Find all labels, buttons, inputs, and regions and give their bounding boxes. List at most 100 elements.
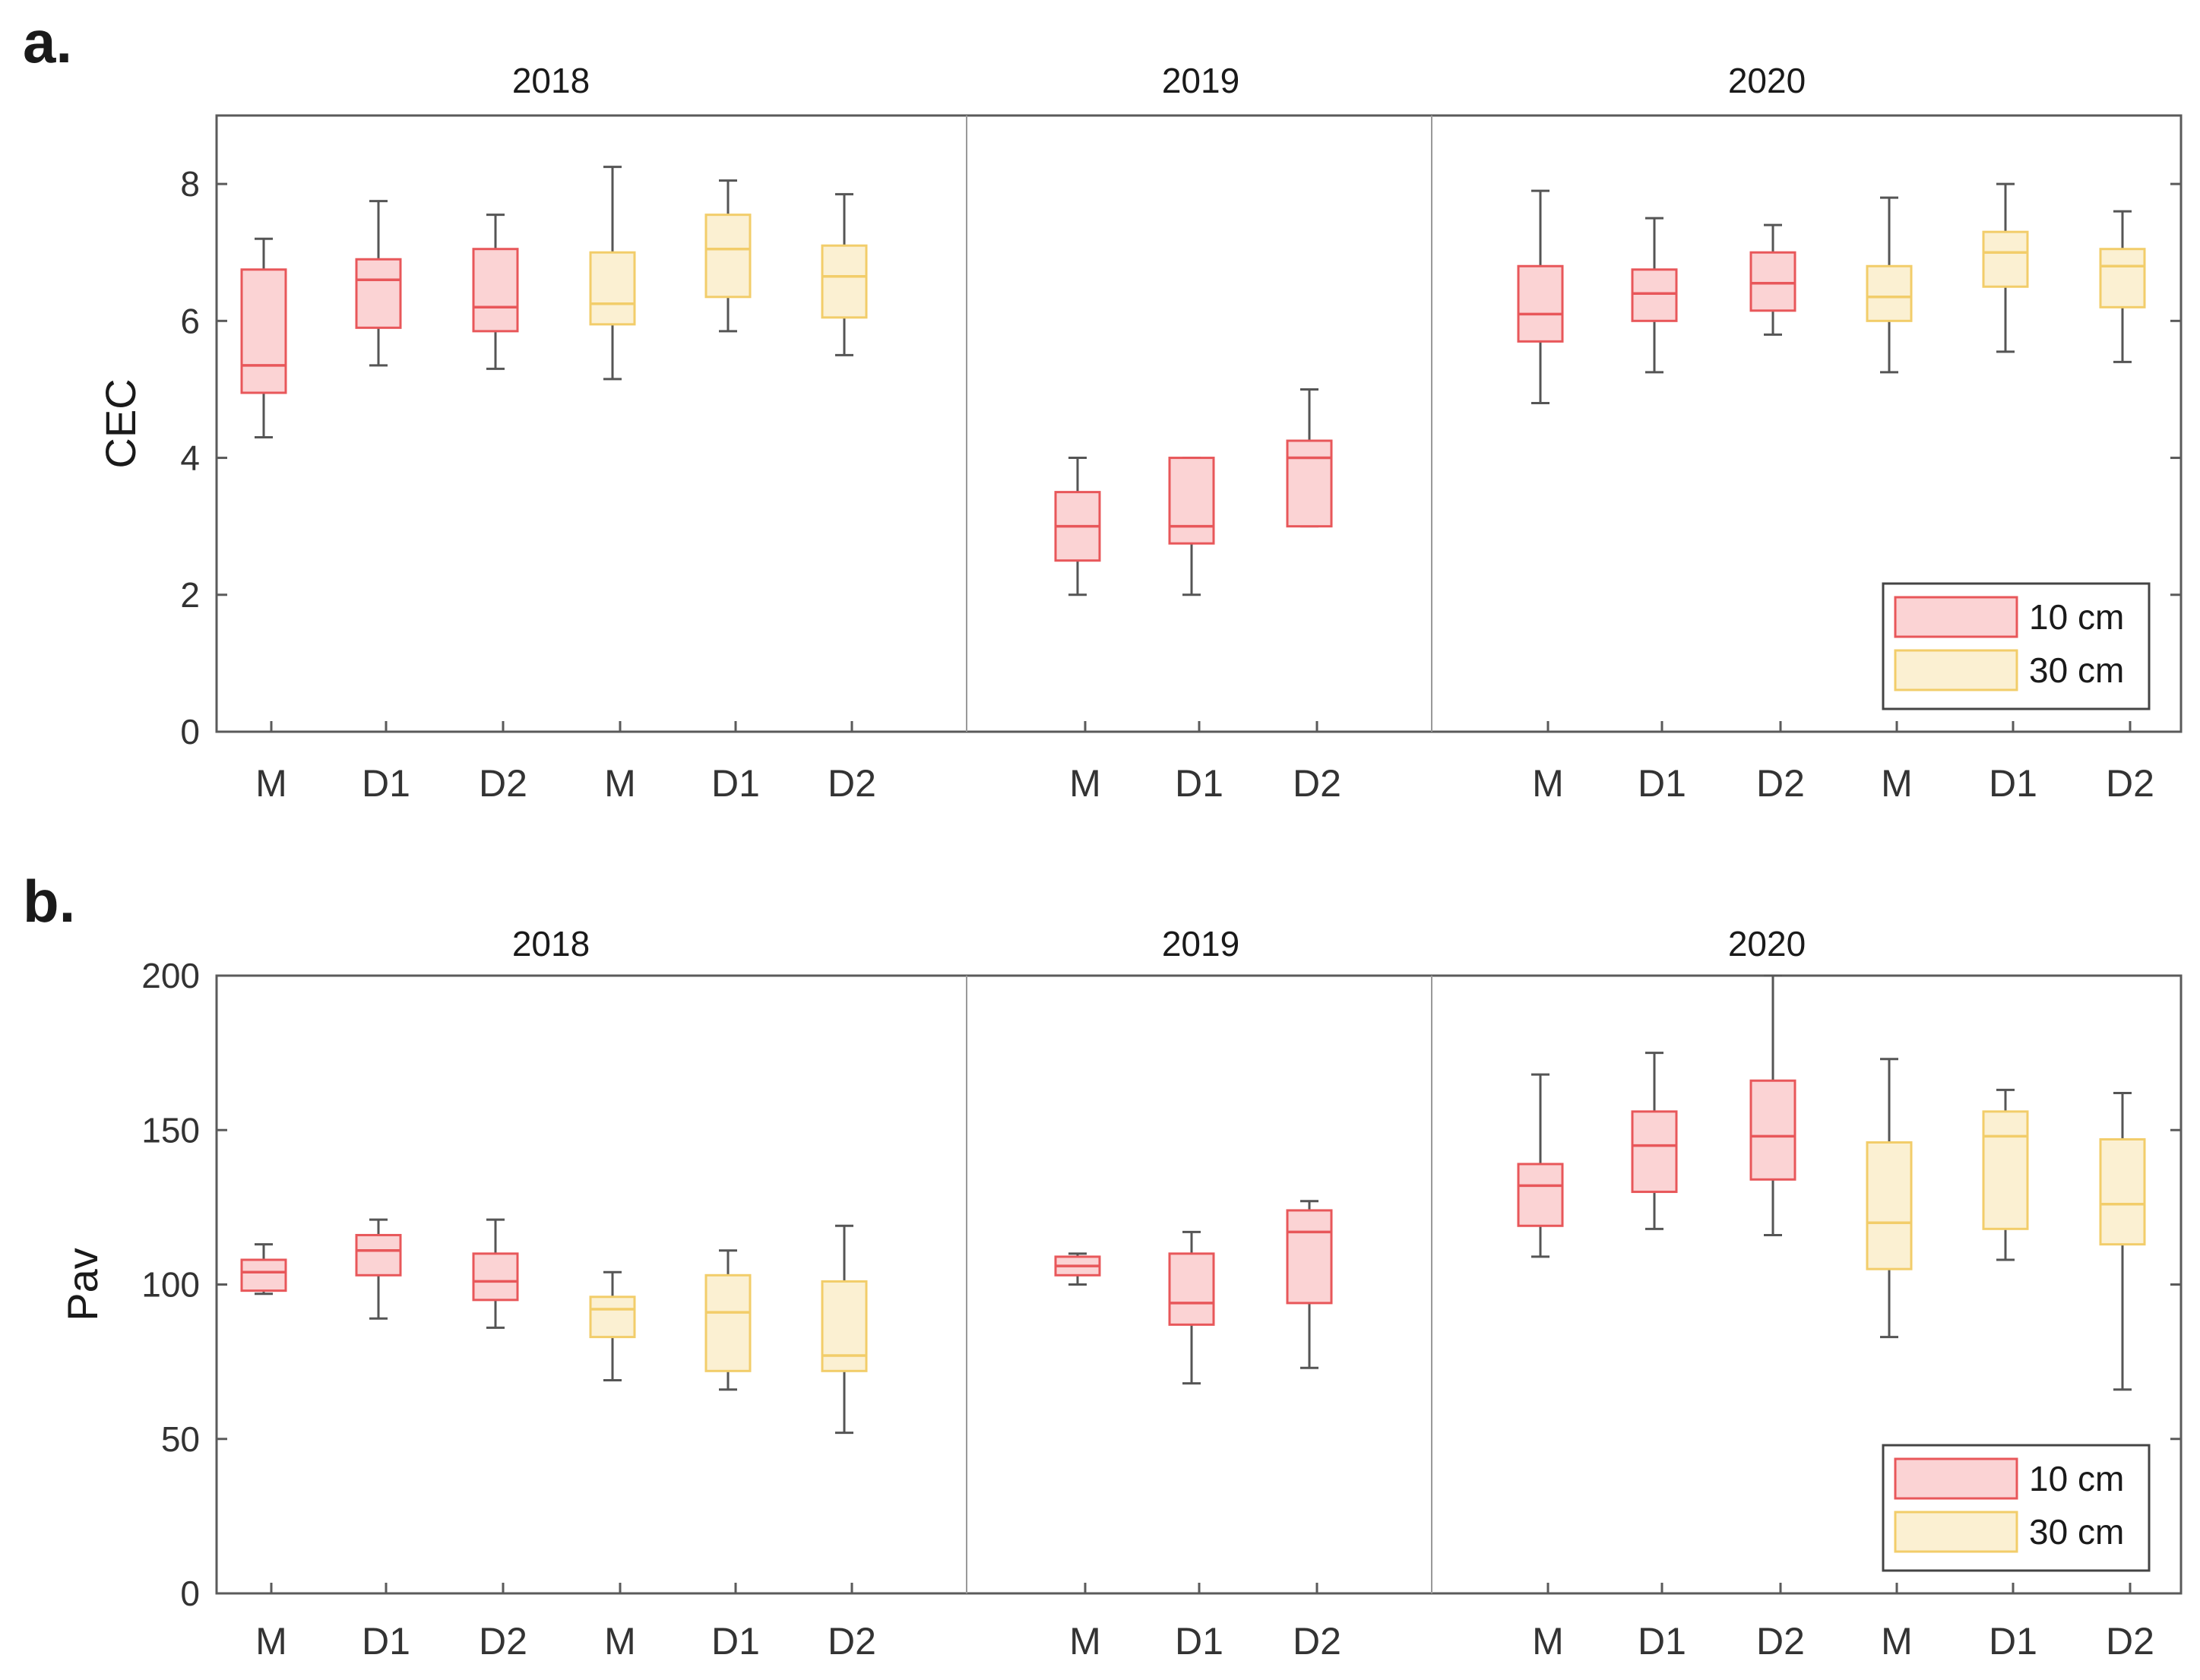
box-iqr [1168, 1252, 1215, 1326]
box-2020-D1-30cm [1982, 182, 2029, 353]
y-tick-label: 6 [180, 301, 200, 340]
box-2020-M-10cm [1517, 189, 1564, 404]
x-tick-label: D2 [828, 762, 876, 805]
legend: 10 cm 30 cm [1882, 582, 2151, 710]
box-2018-D2-10cm [472, 1218, 519, 1329]
box-2019-D1-10cm [1168, 1230, 1215, 1385]
y-tick-label: 200 [141, 956, 200, 995]
box-iqr [1517, 1163, 1564, 1227]
x-tick-label: M [255, 1620, 287, 1663]
box-iqr [821, 244, 868, 319]
box-iqr [472, 1252, 519, 1302]
box-iqr [1749, 1079, 1796, 1181]
x-tick-label: M [255, 762, 287, 805]
box-2020-D2-30cm [2099, 1091, 2146, 1391]
x-tick-label: D1 [362, 1620, 410, 1663]
legend: 10 cm 30 cm [1882, 1444, 2151, 1572]
y-tick-label: 8 [180, 164, 200, 204]
box-2018-D1-30cm [704, 179, 752, 333]
box-2020-M-30cm [1866, 1058, 1913, 1339]
year-label-2019: 2019 [1162, 61, 1239, 100]
box-iqr [1517, 264, 1564, 343]
legend-swatch-10cm [1894, 596, 2018, 638]
box-2018-D1-10cm [355, 200, 402, 367]
x-tick-label: D2 [1756, 1620, 1805, 1663]
box-iqr [704, 214, 752, 299]
x-tick-label: M [1881, 1620, 1913, 1663]
legend-label-10cm: 10 cm [2029, 1459, 2124, 1498]
panel-b: b. Pav 0 50 100 150 200 2018 M D1 D2 M D1 D2 2019 M D1 D2… [23, 868, 2183, 1663]
box-iqr [1982, 230, 2029, 288]
x-tick-label: D1 [1175, 1620, 1223, 1663]
box-iqr [355, 258, 402, 329]
x-tick-label: M [1069, 762, 1101, 805]
box-iqr [1749, 251, 1796, 312]
box-iqr [589, 251, 636, 326]
legend-swatch-30cm [1894, 1511, 2018, 1553]
y-axis-label: Pav [59, 1248, 106, 1321]
box-2018-M-10cm [240, 1243, 287, 1296]
box-2020-M-10cm [1517, 1073, 1564, 1258]
x-tick-label: D1 [711, 762, 760, 805]
box-2019-D2-10cm [1286, 1200, 1333, 1369]
year-label-2020: 2020 [1728, 924, 1806, 963]
box-2019-D1-10cm [1168, 457, 1215, 596]
legend-label-10cm: 10 cm [2029, 597, 2124, 637]
x-tick-label: D2 [1293, 1620, 1341, 1663]
x-tick-label: D1 [1989, 1620, 2037, 1663]
box-iqr [1982, 1110, 2029, 1230]
box-iqr [2099, 1137, 2146, 1246]
box-iqr [1286, 1209, 1333, 1305]
box-2020-D2-10cm [1749, 974, 1796, 1236]
box-2018-D2-30cm [821, 193, 868, 356]
box-2020-D2-10cm [1749, 223, 1796, 336]
box-2019-D2-10cm [1286, 388, 1333, 528]
box-2018-M-30cm [589, 166, 636, 381]
x-tick-label: M [1881, 762, 1913, 805]
legend-label-30cm: 30 cm [2029, 1512, 2124, 1552]
x-tick-label: D1 [1175, 762, 1223, 805]
x-tick-label: D2 [2106, 762, 2154, 805]
box-iqr [1866, 1141, 1913, 1270]
box-2019-M-10cm [1054, 457, 1101, 596]
x-tick-label: D1 [711, 1620, 760, 1663]
panel-label: b. [23, 868, 75, 935]
y-axis-label: CEC [97, 378, 144, 468]
panel-label: a. [23, 8, 72, 75]
y-tick-label: 150 [141, 1110, 200, 1150]
box-iqr [821, 1280, 868, 1372]
y-tick-label: 0 [180, 1574, 200, 1613]
x-tick-label: D1 [1989, 762, 2037, 805]
x-tick-label: M [604, 1620, 636, 1663]
box-2020-D1-30cm [1982, 1088, 2029, 1261]
box-2020-D1-10cm [1631, 1052, 1678, 1230]
y-tick-label: 100 [141, 1265, 200, 1305]
y-tick-label: 0 [180, 712, 200, 751]
box-2019-M-10cm [1054, 1252, 1101, 1286]
box-iqr [1631, 268, 1678, 322]
x-tick-label: D1 [1638, 762, 1686, 805]
box-iqr [1631, 1110, 1678, 1194]
x-tick-label: D2 [479, 1620, 527, 1663]
x-tick-label: M [1532, 762, 1564, 805]
box-iqr [355, 1233, 402, 1277]
x-tick-label: D2 [1756, 762, 1805, 805]
box-iqr [1866, 264, 1913, 322]
x-tick-label: D1 [362, 762, 410, 805]
box-iqr [589, 1296, 636, 1339]
year-label-2020: 2020 [1728, 61, 1806, 100]
box-iqr [704, 1273, 752, 1372]
x-tick-label: D2 [1293, 762, 1341, 805]
box-2018-D1-10cm [355, 1218, 402, 1320]
y-tick-label: 2 [180, 575, 200, 615]
x-tick-label: D2 [2106, 1620, 2154, 1663]
box-2020-M-30cm [1866, 196, 1913, 374]
y-tick-label: 4 [180, 438, 200, 478]
x-tick-label: D2 [479, 762, 527, 805]
box-2020-D1-10cm [1631, 217, 1678, 374]
legend-swatch-10cm [1894, 1457, 2018, 1500]
box-2018-M-10cm [240, 237, 287, 439]
box-2018-D1-30cm [704, 1249, 752, 1391]
box-iqr [1286, 439, 1333, 528]
